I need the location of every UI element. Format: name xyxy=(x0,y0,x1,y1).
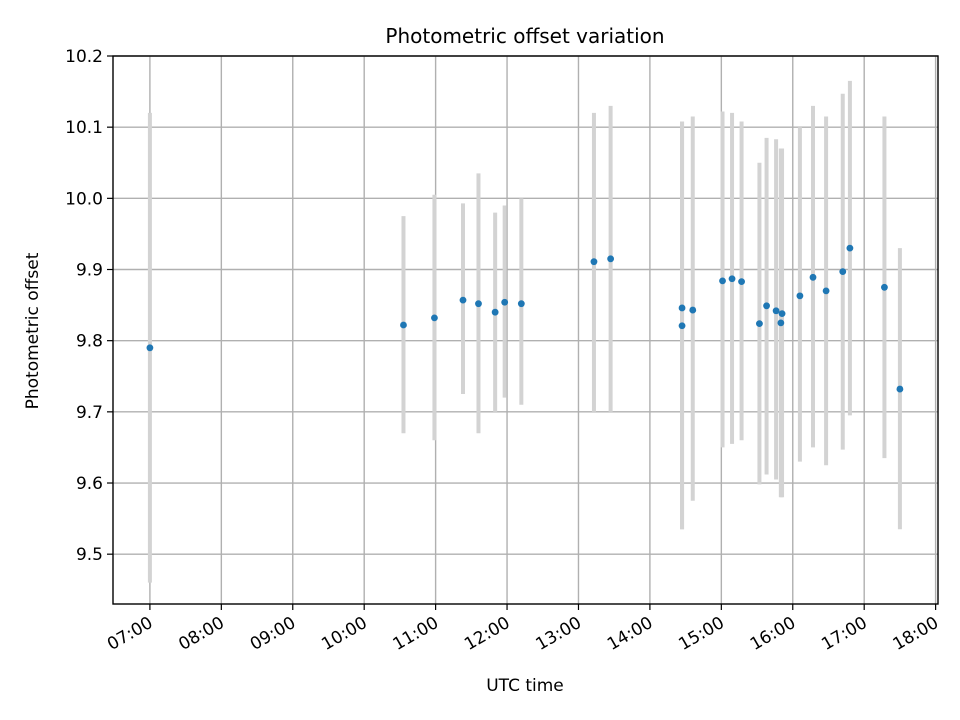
data-point xyxy=(517,300,525,308)
x-tick-label: 09:00 xyxy=(247,613,299,655)
data-point xyxy=(475,300,482,308)
data-point xyxy=(809,273,817,281)
y-axis-label: Photometric offset xyxy=(23,252,43,409)
x-tick-label: 08:00 xyxy=(175,613,227,655)
data-point xyxy=(846,244,854,252)
y-tick-label: 10.2 xyxy=(65,47,103,67)
data-points xyxy=(146,244,904,393)
data-point xyxy=(719,277,726,285)
x-tick-label: 14:00 xyxy=(604,613,656,655)
data-point xyxy=(431,314,438,322)
y-tick-label: 10.1 xyxy=(65,118,103,138)
data-point xyxy=(501,298,509,306)
grid xyxy=(113,55,938,604)
x-tick-label: 17:00 xyxy=(818,613,870,655)
data-point xyxy=(772,307,780,315)
y-tick-label: 9.6 xyxy=(76,474,103,494)
data-point xyxy=(689,306,697,314)
data-point xyxy=(822,287,830,295)
data-point xyxy=(881,283,888,291)
data-point xyxy=(778,310,786,318)
x-tick-label: 10:00 xyxy=(318,613,370,655)
y-tick-label: 10.0 xyxy=(65,189,103,209)
data-point xyxy=(738,278,745,286)
data-point xyxy=(777,319,785,327)
data-point xyxy=(146,344,154,352)
data-point xyxy=(491,308,499,316)
data-point xyxy=(796,292,804,300)
x-tick-label: 16:00 xyxy=(747,613,799,655)
data-point xyxy=(763,302,770,310)
plot-frame xyxy=(112,55,939,605)
y-tick-label: 9.8 xyxy=(76,332,103,352)
data-point xyxy=(678,322,686,330)
x-tick-label: 07:00 xyxy=(104,613,156,655)
x-tick-label: 18:00 xyxy=(890,613,942,655)
y-tick-label: 9.5 xyxy=(76,545,103,565)
chart-title: Photometric offset variation xyxy=(385,24,664,48)
x-axis-ticks: 07:00 08:00 09:00 10:00 11:00 12:00 13:00 14:00… xyxy=(104,604,942,655)
x-tick-label: 13:00 xyxy=(533,613,585,655)
data-point xyxy=(839,268,847,276)
x-axis-label: UTC time xyxy=(486,676,564,696)
data-point xyxy=(590,258,598,266)
y-axis-ticks: 9.5 9.6 9.7 9.8 9.9 10.0 10.1 10.2 xyxy=(65,47,113,565)
data-point xyxy=(459,296,467,304)
data-point xyxy=(756,320,763,327)
data-point xyxy=(678,304,686,312)
data-point xyxy=(400,321,407,329)
x-tick-label: 12:00 xyxy=(461,613,513,655)
data-point xyxy=(896,385,904,393)
error-bars xyxy=(147,80,902,583)
x-tick-label: 15:00 xyxy=(675,613,727,655)
y-tick-label: 9.7 xyxy=(76,403,103,423)
x-tick-label: 11:00 xyxy=(390,613,442,655)
data-point xyxy=(728,275,736,283)
data-point xyxy=(607,255,615,263)
y-tick-label: 9.9 xyxy=(76,261,103,281)
